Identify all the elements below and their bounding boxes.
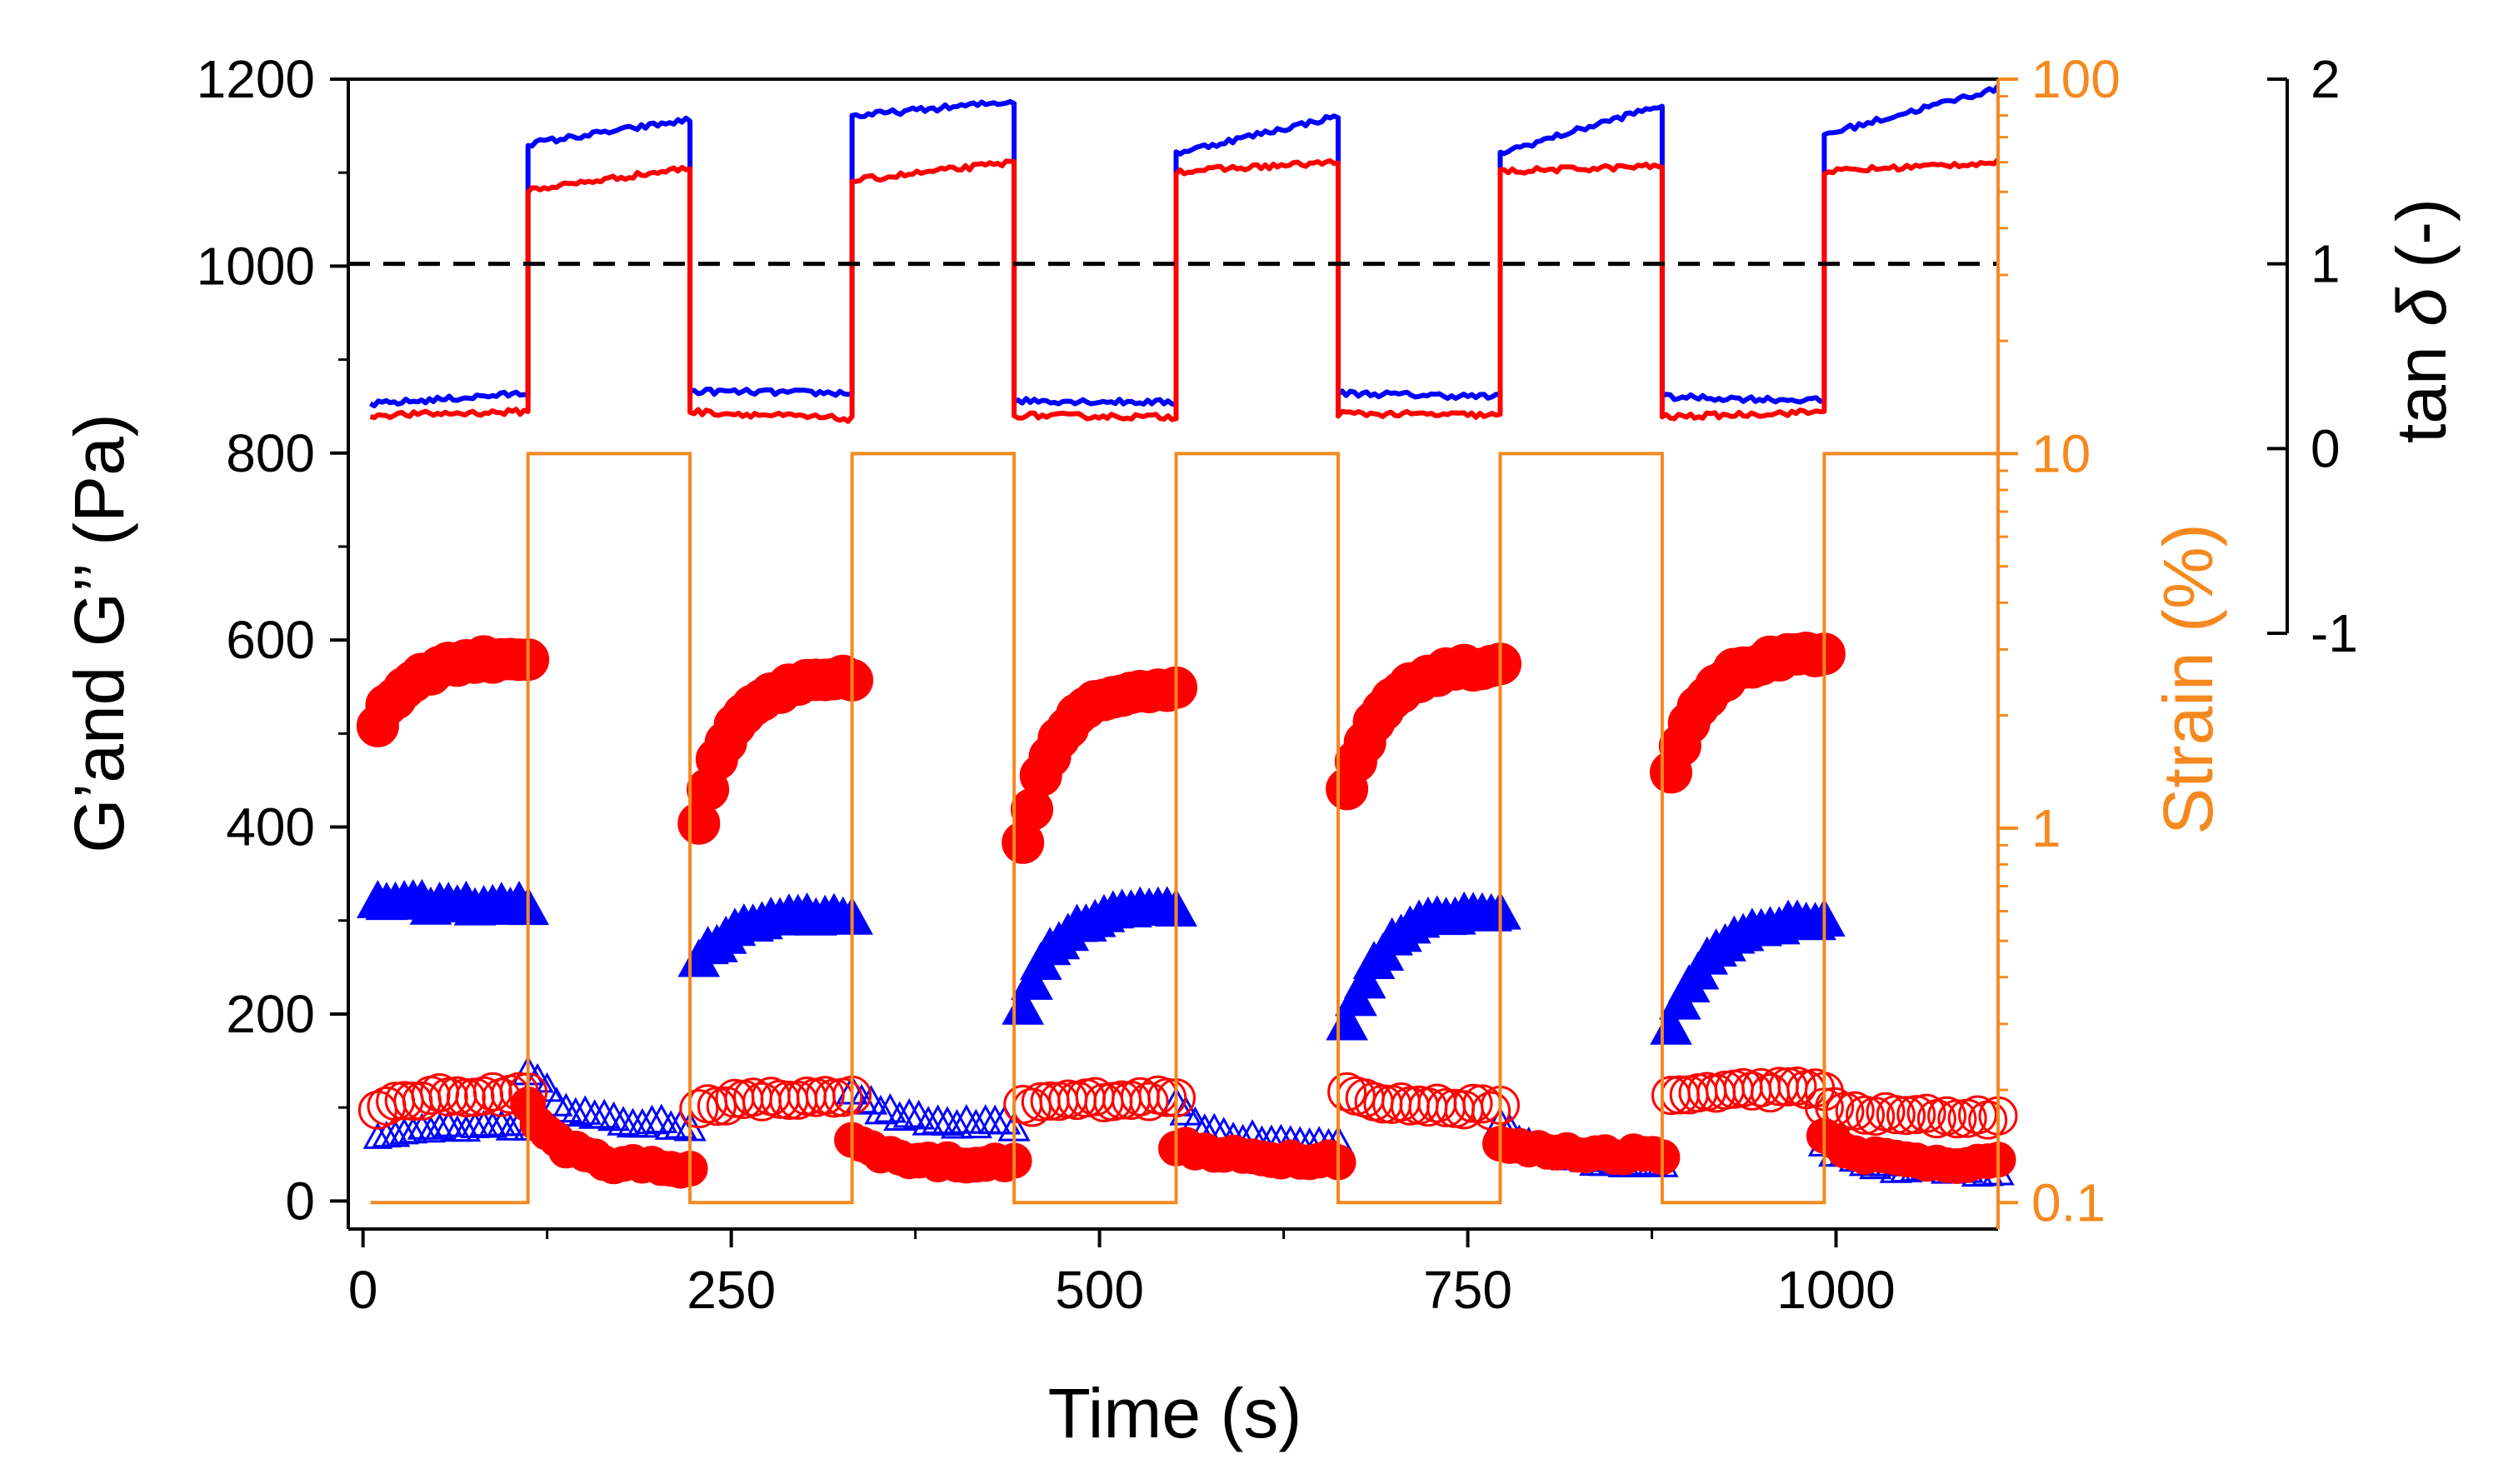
data-point	[1876, 1095, 1916, 1135]
axes-layer: 0 250 500 750 10000200400600800100012000.111…	[197, 49, 2358, 1320]
strain-tick-label: 10	[2031, 423, 2091, 483]
data-point	[626, 1107, 659, 1138]
series-g-open-overlay-	[357, 1067, 2018, 1140]
x-tick-label: 250	[687, 1260, 776, 1320]
data-point	[912, 1106, 945, 1136]
tan-delta-title-prefix: tan	[2382, 327, 2461, 443]
data-point	[1129, 1082, 1169, 1122]
left-y-axis-title: G’and G’’ (Pa)	[60, 413, 138, 853]
left-tick-label: 0	[285, 1171, 315, 1231]
tan-tick-label: 0	[2311, 418, 2341, 478]
data-point	[883, 1101, 917, 1132]
line-tan-delta-red-	[369, 157, 2001, 424]
data-point	[587, 1098, 621, 1129]
data-point	[398, 1117, 428, 1144]
tan-delta-axis-title: tan δ (-)	[2382, 198, 2461, 443]
data-point	[380, 1120, 411, 1147]
x-tick-label: 500	[1055, 1260, 1144, 1320]
series-g-at-strain-0-1-	[356, 632, 1846, 864]
data-point	[950, 1104, 983, 1134]
data-point	[1846, 1095, 1885, 1135]
data-point	[959, 1108, 992, 1139]
tan-tick-label: 2	[2311, 49, 2341, 109]
data-point	[460, 1111, 490, 1139]
left-tick-label: 800	[226, 423, 315, 483]
data-point	[597, 1101, 631, 1132]
data-point	[416, 1116, 446, 1143]
data-point	[892, 1097, 926, 1128]
delta-symbol: δ	[2382, 287, 2461, 327]
data-point	[921, 1104, 955, 1134]
tan-delta-title-suffix: (-)	[2382, 198, 2461, 287]
x-tick-label: 0	[348, 1260, 378, 1320]
data-point	[477, 1111, 507, 1138]
tan-tick-label: -1	[2311, 603, 2358, 663]
data-point	[1958, 1095, 1997, 1135]
data-point	[1327, 1072, 1367, 1112]
line-tan-delta-blue-	[369, 84, 2001, 408]
data-point	[530, 1072, 564, 1102]
series-g-open-low-overlay-	[362, 1108, 543, 1149]
left-tick-label: 1200	[197, 49, 315, 109]
data-point	[1937, 1099, 1977, 1139]
data-point	[451, 1115, 482, 1142]
left-tick-label: 400	[226, 797, 315, 857]
strain-tick-label: 1	[2031, 798, 2061, 858]
data-point	[1886, 1096, 1926, 1136]
data-point	[864, 1094, 897, 1125]
data-point	[362, 1122, 393, 1149]
data-point	[697, 1087, 737, 1127]
data-point	[1896, 1095, 1936, 1135]
data-point	[931, 1106, 964, 1136]
data-point	[424, 1112, 455, 1140]
data-point	[679, 1089, 719, 1129]
data-point	[568, 1095, 602, 1125]
left-tick-label: 600	[226, 610, 315, 670]
strain-line	[370, 452, 1998, 1205]
data-point	[1011, 962, 1053, 1000]
data-point	[1453, 1083, 1493, 1123]
x-tick-label: 750	[1423, 1260, 1512, 1320]
data-point	[1343, 960, 1386, 999]
data-point	[407, 1112, 437, 1140]
data-point	[1147, 1077, 1187, 1117]
left-tick-label: 200	[226, 984, 315, 1044]
data-point	[472, 1072, 512, 1112]
data-point	[940, 1108, 974, 1139]
left-tick-label: 1000	[197, 236, 315, 296]
data-point	[495, 1113, 526, 1141]
data-point	[607, 1106, 640, 1136]
x-tick-label: 1000	[1776, 1260, 1895, 1320]
series-g-at-strain-0-1-	[357, 878, 1846, 1045]
data-point	[549, 1092, 583, 1123]
data-layer	[348, 84, 2018, 1205]
x-axis-title: Time (s)	[1048, 1374, 1302, 1452]
tan-tick-label: 1	[2311, 234, 2341, 294]
strain-tick-label: 100	[2031, 49, 2121, 109]
data-point	[559, 1097, 592, 1127]
strain-axis-title: Strain (%)	[2149, 523, 2227, 834]
data-point	[1906, 1093, 1946, 1133]
strain-tick-label: 0.1	[2031, 1172, 2106, 1232]
